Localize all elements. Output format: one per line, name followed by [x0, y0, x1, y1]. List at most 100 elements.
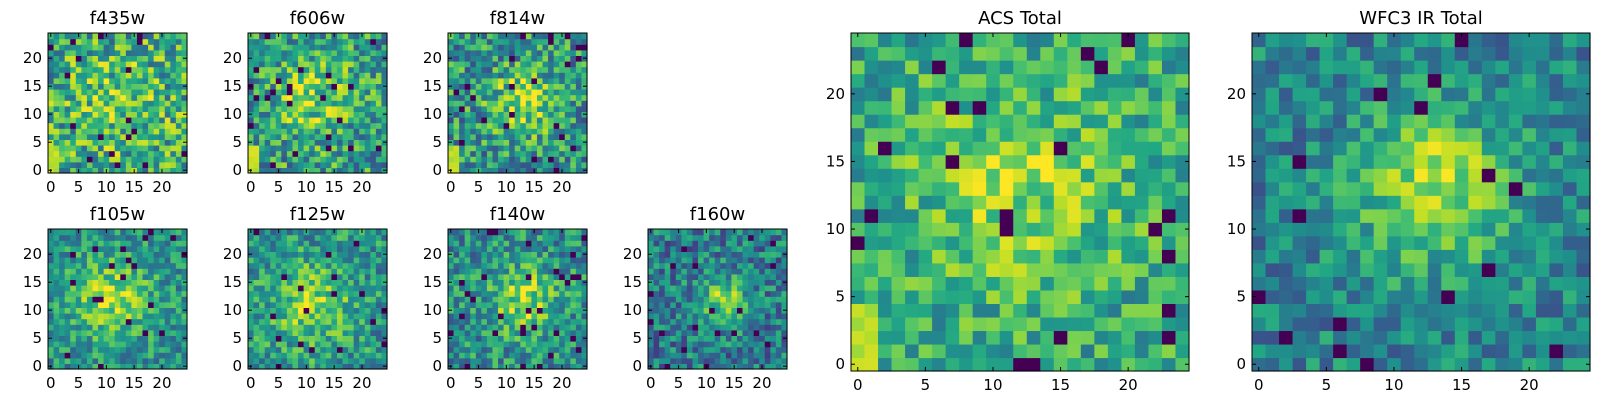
heatmap-cell [248, 352, 254, 358]
heatmap-cell [254, 296, 260, 302]
heatmap-cell [48, 291, 54, 297]
heatmap-cell [570, 335, 576, 341]
heatmap-cell [59, 274, 65, 280]
heatmap-cell [92, 123, 98, 129]
heatmap-cell [254, 307, 260, 313]
heatmap-cell [343, 240, 349, 246]
heatmap-cell [559, 263, 565, 269]
heatmap-cell [665, 324, 671, 330]
heatmap-cell [143, 151, 149, 157]
heatmap-cell [137, 162, 143, 168]
heatmap-cell [104, 291, 110, 297]
heatmap-cell [176, 134, 182, 140]
heatmap-cell [70, 263, 76, 269]
heatmap-cell [892, 249, 906, 263]
heatmap-cell [726, 257, 732, 263]
heatmap-cell [92, 106, 98, 112]
heatmap-cell [654, 302, 660, 308]
heatmap-cell [537, 67, 543, 73]
heatmap-cell [320, 67, 326, 73]
heatmap-cell [731, 296, 737, 302]
heatmap-cell [70, 33, 76, 39]
heatmap-cell [143, 117, 149, 123]
heatmap-cell [946, 344, 960, 358]
heatmap-cell [292, 111, 298, 117]
heatmap-cell [1121, 263, 1135, 277]
heatmap-cell [165, 162, 171, 168]
heatmap-cell [165, 95, 171, 101]
heatmap-cell [337, 251, 343, 257]
heatmap-cell [59, 44, 65, 50]
heatmap-cell [476, 95, 482, 101]
heatmap-cell [492, 50, 498, 56]
heatmap-cell [665, 274, 671, 280]
heatmap-cell [159, 95, 165, 101]
heatmap-cell [459, 123, 465, 129]
heatmap-cell [759, 257, 765, 263]
heatmap-cell [776, 240, 782, 246]
heatmap-cell [115, 268, 121, 274]
heatmap-cell [304, 89, 310, 95]
heatmap-cell [520, 302, 526, 308]
heatmap-cell [543, 162, 549, 168]
heatmap-cell [481, 111, 487, 117]
heatmap-cell [504, 285, 510, 291]
heatmap-cell [159, 106, 165, 112]
heatmap-cell [715, 246, 721, 252]
heatmap-cell [509, 307, 515, 313]
heatmap-cell [376, 128, 382, 134]
heatmap-cell [248, 50, 254, 56]
heatmap-cell [87, 274, 93, 280]
heatmap-cell [470, 229, 476, 235]
heatmap-cell [254, 139, 260, 145]
heatmap-cell [270, 145, 276, 151]
heatmap-cell [459, 106, 465, 112]
heatmap-cell [543, 151, 549, 157]
heatmap-cell [65, 263, 71, 269]
heatmap-cell [359, 268, 365, 274]
heatmap-cell [570, 240, 576, 246]
heatmap-cell [65, 139, 71, 145]
heatmap-cell [59, 235, 65, 241]
heatmap-cell [165, 358, 171, 364]
heatmap-cell [265, 55, 271, 61]
heatmap-cell [87, 156, 93, 162]
heatmap-cell [54, 324, 60, 330]
heatmap-cell [543, 358, 549, 364]
heatmap-cell [48, 263, 54, 269]
heatmap-cell [698, 302, 704, 308]
heatmap-cell [354, 151, 360, 157]
heatmap-cell [109, 335, 115, 341]
heatmap-cell [770, 330, 776, 336]
heatmap-cell [959, 168, 973, 182]
heatmap-cell [726, 279, 732, 285]
heatmap-cell [92, 95, 98, 101]
heatmap-cell [304, 274, 310, 280]
heatmap-cell [109, 291, 115, 297]
heatmap-cell [248, 145, 254, 151]
heatmap-cell [165, 313, 171, 319]
heatmap-cell [165, 44, 171, 50]
heatmap-cell [476, 274, 482, 280]
heatmap-cell [126, 100, 132, 106]
heatmap-cell [254, 347, 260, 353]
heatmap-cell [281, 285, 287, 291]
heatmap-cell [281, 151, 287, 157]
heatmap-cell [348, 156, 354, 162]
heatmap-cell [470, 285, 476, 291]
x-tick-label: 20 [152, 374, 171, 392]
heatmap-cell [487, 279, 493, 285]
heatmap-cell [465, 291, 471, 297]
heatmap-cell [326, 67, 332, 73]
heatmap-cell [1081, 290, 1095, 304]
heatmap-cell [337, 313, 343, 319]
heatmap-cell [509, 291, 515, 297]
heatmap-cell [659, 358, 665, 364]
heatmap-cell [276, 279, 282, 285]
heatmap-cell [248, 285, 254, 291]
heatmap-cell [537, 117, 543, 123]
heatmap-cell [259, 235, 265, 241]
heatmap-cell [287, 257, 293, 263]
